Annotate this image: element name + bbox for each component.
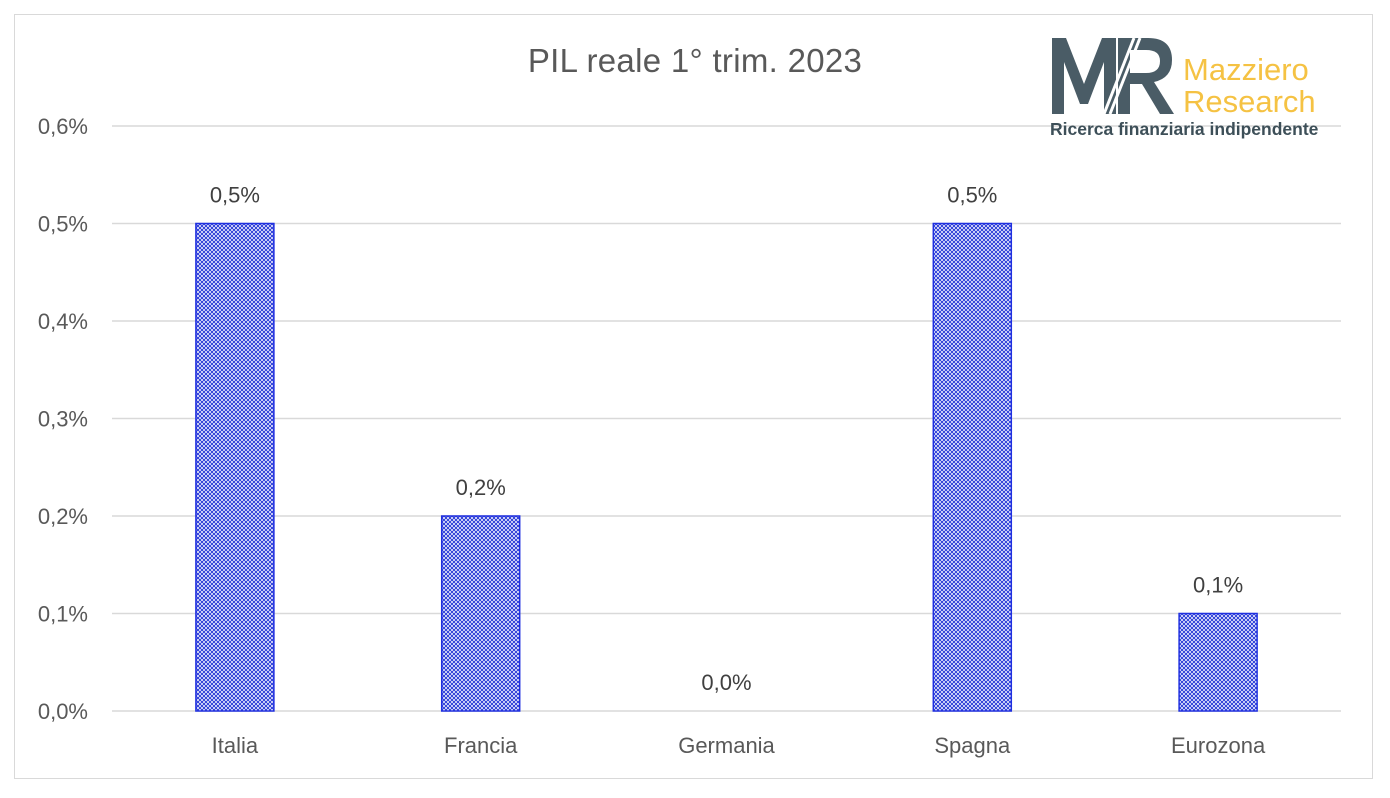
bars [195,222,1258,712]
bar-eurozona [1178,612,1258,712]
x-tick-label-spagna: Spagna [934,733,1011,758]
x-axis-ticks: Italia Francia Germania Spagna Eurozona [212,733,1266,758]
x-tick-label-italia: Italia [212,733,259,758]
bar-spagna [932,222,1013,712]
logo-name-line2: Research [1183,84,1316,119]
y-tick-label: 0,6% [38,114,88,139]
data-label-italia: 0,5% [210,183,260,208]
y-tick-label: 0,2% [38,504,88,529]
y-tick-label: 0,5% [38,212,88,237]
chart-title: PIL reale 1° trim. 2023 [527,42,863,79]
gridlines [112,125,1341,712]
bar-italia [195,222,275,712]
x-tick-label-germania: Germania [678,733,775,758]
data-label-spagna: 0,5% [947,183,997,208]
mazziero-research-logo: Mazziero Research Ricerca finanziaria in… [1048,32,1358,144]
y-tick-label: 0,1% [38,602,88,627]
bar-francia [440,515,521,712]
logo-name-line1: Mazziero [1183,52,1309,87]
data-label-francia: 0,2% [456,475,506,500]
data-label-germania: 0,0% [701,670,751,695]
logo-tagline: Ricerca finanziaria indipendente [1050,119,1319,139]
x-tick-label-francia: Francia [444,733,518,758]
data-labels: 0,5% 0,2% 0,0% 0,5% 0,1% [210,183,1243,696]
mr-logo-mark-icon [1052,37,1174,115]
y-tick-label: 0,3% [38,407,88,432]
x-tick-label-eurozona: Eurozona [1171,733,1266,758]
y-axis-ticks: 0,0% 0,1% 0,2% 0,3% 0,4% 0,5% 0,6% [38,114,88,724]
data-label-eurozona: 0,1% [1193,573,1243,598]
y-tick-label: 0,4% [38,309,88,334]
y-tick-label: 0,0% [38,699,88,724]
